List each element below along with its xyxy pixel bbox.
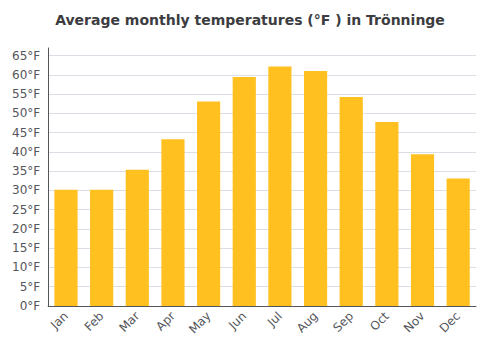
svg-text:Aug: Aug (294, 309, 320, 335)
svg-text:Average monthly temperatures (: Average monthly temperatures (°F ) in Tr… (55, 12, 445, 28)
svg-text:55°F: 55°F (12, 87, 40, 101)
svg-text:60°F: 60°F (12, 68, 40, 82)
svg-text:Feb: Feb (82, 309, 107, 334)
svg-text:10°F: 10°F (12, 260, 40, 274)
svg-text:Oct: Oct (367, 309, 392, 334)
svg-text:25°F: 25°F (12, 203, 40, 217)
svg-text:30°F: 30°F (12, 183, 40, 197)
svg-text:Nov: Nov (401, 309, 427, 335)
svg-text:Dec: Dec (437, 309, 463, 335)
svg-text:5°F: 5°F (20, 280, 41, 294)
svg-text:Jan: Jan (47, 309, 71, 333)
svg-text:Mar: Mar (116, 309, 142, 335)
svg-text:50°F: 50°F (12, 106, 40, 120)
svg-text:20°F: 20°F (12, 222, 40, 236)
svg-text:Apr: Apr (153, 309, 178, 334)
svg-text:Jul: Jul (264, 309, 285, 330)
svg-text:May: May (186, 309, 213, 336)
svg-text:Jun: Jun (225, 309, 249, 333)
svg-text:Sep: Sep (330, 309, 356, 335)
svg-text:35°F: 35°F (12, 164, 40, 178)
svg-text:65°F: 65°F (12, 49, 40, 63)
svg-text:45°F: 45°F (12, 126, 40, 140)
svg-text:40°F: 40°F (12, 145, 40, 159)
svg-text:15°F: 15°F (12, 241, 40, 255)
svg-text:0°F: 0°F (20, 299, 41, 313)
